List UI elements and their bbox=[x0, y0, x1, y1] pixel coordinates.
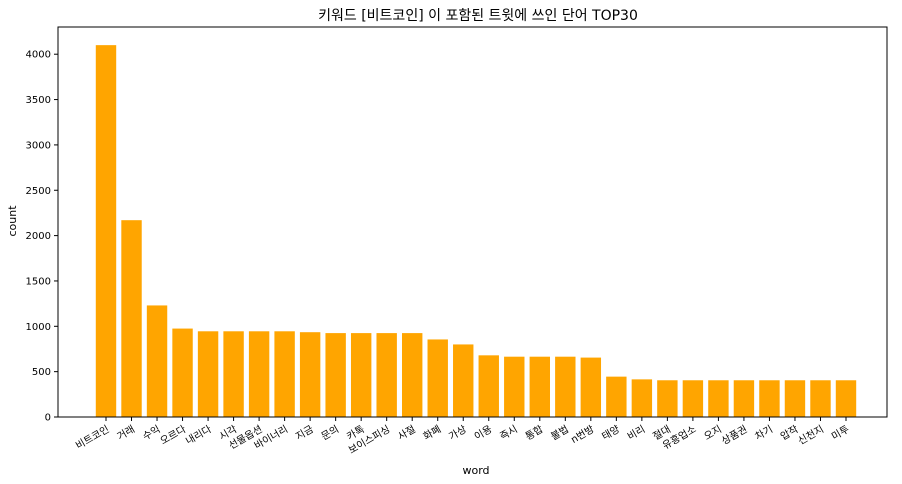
bar-문의 bbox=[325, 333, 346, 417]
x-axis-label: word bbox=[462, 464, 489, 477]
x-tick-label: 오르다 bbox=[158, 423, 188, 447]
y-tick-label: 500 bbox=[32, 367, 51, 378]
bar-태양 bbox=[606, 376, 627, 417]
bar-오지 bbox=[708, 380, 729, 417]
x-tick-label: 문의 bbox=[319, 423, 341, 443]
bar-카톡 bbox=[350, 333, 372, 417]
x-tick-label: 가상 bbox=[447, 423, 469, 443]
y-tick-label: 1500 bbox=[26, 276, 51, 287]
x-tick-label: 태양 bbox=[600, 423, 622, 443]
x-tick-label: 이용 bbox=[472, 423, 494, 443]
chart-title: 키워드 [비트코인] 이 포함된 트윗에 쓰인 단어 TOP30 bbox=[318, 8, 638, 24]
y-tick-label: 3000 bbox=[26, 140, 51, 151]
bar-n번방 bbox=[580, 357, 602, 417]
bar-거래 bbox=[121, 220, 142, 417]
x-tick-label: 신천지 bbox=[796, 423, 826, 447]
x-tick-label: 통합 bbox=[523, 423, 545, 443]
bar-수익 bbox=[146, 305, 168, 417]
bar-오르다 bbox=[172, 328, 193, 417]
bar-압작 bbox=[784, 380, 806, 417]
bar-내리다 bbox=[197, 331, 219, 417]
bar-차기 bbox=[759, 380, 780, 417]
bar-비트코인 bbox=[95, 45, 117, 417]
x-tick-label: 비리 bbox=[625, 423, 647, 443]
y-tick-label: 2000 bbox=[26, 231, 51, 242]
bar-불법 bbox=[555, 356, 576, 417]
y-axis: 0 500 1000 1500 2000 2500 3000 3500 4000 bbox=[26, 50, 58, 424]
bar-유흥업소 bbox=[682, 380, 704, 417]
bar-지금 bbox=[299, 332, 321, 417]
bar-선물옵션 bbox=[248, 331, 270, 417]
y-tick-label: 4000 bbox=[26, 50, 51, 61]
bar-통합 bbox=[529, 356, 550, 417]
bar-바이너리 bbox=[274, 331, 295, 417]
x-tick-label: 사절 bbox=[395, 422, 417, 442]
y-tick-label: 2500 bbox=[26, 186, 51, 197]
x-tick-label: n번방 bbox=[569, 423, 596, 446]
bar-절대 bbox=[657, 380, 678, 417]
x-tick-label: 지금 bbox=[294, 423, 316, 443]
y-tick-label: 0 bbox=[45, 413, 51, 424]
x-tick-label: 차기 bbox=[753, 423, 775, 443]
y-tick-label: 1000 bbox=[26, 322, 51, 333]
bar-상품권 bbox=[733, 380, 755, 417]
bar-가상 bbox=[453, 344, 474, 417]
y-axis-label: count bbox=[6, 205, 19, 237]
bar-즉시 bbox=[504, 356, 525, 417]
x-tick-label: 미투 bbox=[830, 423, 852, 443]
y-tick-label: 3500 bbox=[26, 95, 51, 106]
bars-group bbox=[95, 45, 857, 417]
bar-미투 bbox=[835, 380, 857, 417]
bar-사절 bbox=[402, 333, 423, 417]
bar-보이스피싱 bbox=[376, 333, 397, 417]
x-tick-label: 즉시 bbox=[498, 423, 520, 443]
x-tick-label: 내리다 bbox=[184, 423, 214, 447]
x-tick-label: 상품권 bbox=[720, 423, 750, 447]
bar-시각 bbox=[223, 331, 244, 417]
x-tick-label: 거래 bbox=[115, 423, 137, 443]
bar-이용 bbox=[478, 355, 499, 417]
bar-신천지 bbox=[810, 380, 831, 417]
x-tick-label: 화폐 bbox=[421, 423, 443, 443]
bar-비리 bbox=[631, 379, 653, 417]
plot-frame bbox=[57, 26, 888, 418]
x-tick-label: 불법 bbox=[549, 423, 571, 443]
x-tick-label: 비트코인 bbox=[74, 423, 112, 452]
bar-화폐 bbox=[427, 339, 448, 417]
